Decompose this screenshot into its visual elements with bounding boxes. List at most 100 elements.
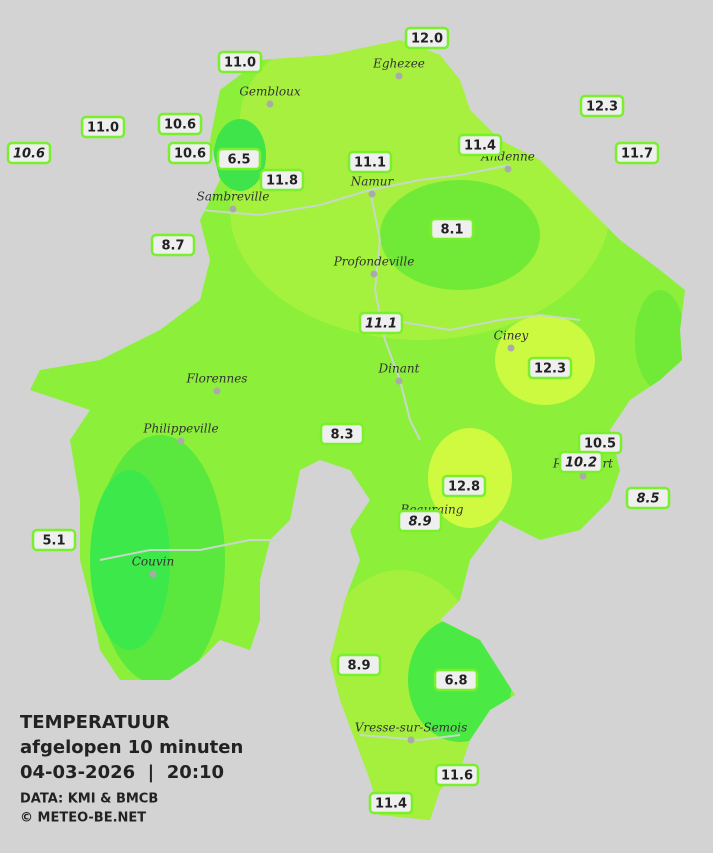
title: TEMPERATUUR [20,712,170,733]
station-box [319,422,365,446]
town-label: Florennes [186,372,248,386]
station: 11.0 [217,50,263,74]
station: 8.9 [397,509,443,533]
rivers [99,164,581,742]
town-label: Gembloux [239,85,301,99]
station-box [259,168,305,192]
station-value: 10.6 [13,147,45,162]
station: 8.3 [319,422,365,446]
station: 10.6 [167,141,213,165]
station-value: 11.0 [224,56,256,71]
timestamp: 04-03-2026 | 20:10 [20,762,224,783]
town-label: Profondeville [333,255,415,269]
station-value: 8.9 [347,659,370,674]
town-label: Vresse-sur-Semois [355,721,468,735]
station-box [6,141,52,165]
station: 10.6 [6,141,52,165]
town-dot [507,344,515,352]
station: 12.0 [404,26,450,50]
town-label: Namur [350,175,395,189]
town-dot [504,165,512,173]
station: 12.8 [441,474,487,498]
town-dot [395,72,403,80]
station-value: 11.0 [87,121,119,136]
station-box [157,112,203,136]
station-value: 6.8 [444,674,467,689]
station-value: 11.4 [464,139,496,154]
station-box [457,133,503,157]
town-dot [177,437,185,445]
station: 8.9 [336,653,382,677]
station-value: 8.3 [330,428,353,443]
stations: 12.0 11.0 12.3 11.0 10.6 10.6 10.6 6.5 11.4 11.7 1… [6,26,671,815]
station-box [558,450,604,474]
town-label: Couvin [132,555,174,569]
station: 8.5 [625,486,671,510]
station: 11.8 [259,168,305,192]
station-value: 8.1 [440,223,463,238]
station-box [80,115,126,139]
station: 11.7 [614,141,660,165]
station: 12.3 [579,94,625,118]
station: 10.6 [157,112,203,136]
town-dot [149,570,157,578]
town-dot [266,100,274,108]
station-box [397,509,443,533]
station-value: 12.8 [448,480,480,495]
town-dot [579,472,587,480]
station-box [336,653,382,677]
station: 8.7 [150,233,196,257]
town-label: Eghezee [372,57,425,71]
station-value: 11.4 [375,797,407,812]
station-value: 12.0 [411,32,443,47]
station-value: 12.3 [534,362,566,377]
station: 11.1 [347,150,393,174]
station-box [404,26,450,50]
source: DATA: KMI & BMCB [20,792,158,807]
station-box [347,150,393,174]
station-value: 5.1 [42,534,65,549]
station: 5.1 [31,528,77,552]
town-dot [395,377,403,385]
station: 8.1 [429,217,475,241]
station-value: 6.5 [227,153,250,168]
station-box [527,356,573,380]
station-box [441,474,487,498]
station-value: 8.7 [161,239,184,254]
station-box [614,141,660,165]
station-value: 10.2 [565,456,597,471]
subtitle: afgelopen 10 minuten [20,737,243,758]
towns: EghezeeGemblouxAndenneNamurSambrevillePr… [132,57,613,744]
station-box [167,141,213,165]
town-dot [370,270,378,278]
station-box [433,668,479,692]
town-dot [407,736,415,744]
station: 6.5 [216,147,262,171]
station-value: 8.9 [408,515,431,530]
station-value: 11.1 [365,317,397,332]
station-value: 11.6 [441,769,473,784]
station-value: 10.6 [164,118,196,133]
station-value: 10.6 [174,147,206,162]
station: 10.2 [558,450,604,474]
station: 12.3 [527,356,573,380]
station-box [625,486,671,510]
station-box [434,763,480,787]
station-value: 11.1 [354,156,386,171]
station-value: 11.8 [266,174,298,189]
station: 11.6 [434,763,480,787]
station-value: 10.5 [584,437,616,452]
town-label: Dinant [378,362,420,376]
station-box [216,147,262,171]
station-box [31,528,77,552]
station: 11.4 [457,133,503,157]
station-value: 8.5 [636,492,659,507]
copyright: © METEO-BE.NET [20,811,146,826]
station-box [358,311,404,335]
station-box [579,94,625,118]
station-box [150,233,196,257]
station: 11.0 [80,115,126,139]
station: 6.8 [433,668,479,692]
